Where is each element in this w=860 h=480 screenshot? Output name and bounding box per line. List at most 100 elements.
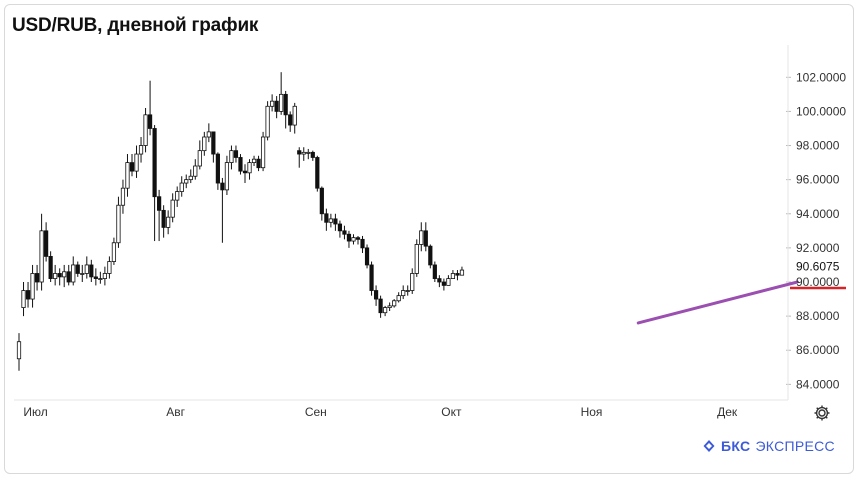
candle-body [202, 136, 207, 152]
candle [297, 147, 302, 168]
candle [102, 266, 107, 286]
candle [16, 333, 22, 371]
candle [378, 295, 383, 318]
candle [455, 270, 460, 281]
candle-body [170, 199, 175, 218]
candle [147, 80, 153, 136]
overlays: 90.6075 [636, 260, 846, 325]
candle-body [265, 105, 270, 138]
candle [129, 154, 135, 177]
candle-body [360, 238, 365, 249]
candle [134, 145, 139, 178]
candle-body [319, 187, 324, 215]
candle-body [238, 157, 243, 172]
brand-name-bold: БКС [721, 438, 751, 454]
candle-body [459, 269, 465, 276]
candle-body [53, 273, 58, 279]
candle [193, 159, 198, 180]
candle [89, 259, 94, 282]
candle [283, 90, 288, 129]
candle [410, 268, 415, 294]
candle [392, 299, 397, 308]
candle-body [419, 230, 424, 245]
chart-frame [4, 4, 854, 474]
candle [446, 275, 451, 286]
candle [301, 147, 306, 161]
candle [419, 222, 424, 252]
candle-body [423, 230, 428, 247]
candle [369, 261, 374, 296]
y-tick-label: 84.0000 [796, 377, 840, 391]
candle [166, 210, 171, 235]
x-axis: Июл Авг Сен Окт Ноя Дек [23, 405, 738, 419]
candle [459, 266, 465, 276]
candle [265, 101, 270, 141]
candle [48, 251, 53, 282]
candle [405, 285, 410, 296]
candle-body [432, 264, 437, 279]
candle [197, 140, 202, 170]
x-tick-label: Июл [23, 405, 47, 419]
candle [125, 154, 130, 197]
candle-body [147, 114, 153, 129]
candle-body [247, 162, 252, 174]
candle-body [310, 151, 315, 158]
candle-body [260, 136, 266, 169]
candle-body [125, 162, 130, 189]
candle [170, 193, 175, 223]
candle [84, 256, 89, 279]
candle-body [39, 230, 44, 283]
x-tick-label: Ноя [581, 405, 603, 419]
candle-body [179, 182, 184, 192]
candle-body [251, 158, 257, 163]
candle [44, 222, 49, 262]
candle-body [30, 273, 35, 300]
candle-body [301, 151, 306, 155]
candle [337, 220, 343, 238]
candle [450, 270, 456, 279]
y-tick-label: 90.0000 [796, 275, 840, 289]
candle-body [34, 273, 40, 283]
candle-body [102, 273, 107, 279]
candle [184, 174, 189, 189]
candle-body [446, 278, 451, 286]
candle [423, 222, 428, 252]
y-tick-label: 100.0000 [796, 104, 846, 118]
candle-body [242, 170, 248, 174]
candle [143, 108, 148, 153]
brand-logo-icon [703, 440, 715, 452]
candle-body [337, 223, 343, 232]
candle [270, 94, 275, 112]
candle-body [75, 264, 80, 274]
candle-body [206, 131, 211, 138]
candle-body [84, 264, 89, 274]
candle-body [333, 218, 338, 225]
candle [233, 145, 239, 163]
candle-body [428, 245, 433, 266]
candle [80, 264, 85, 282]
y-tick-label: 98.0000 [796, 139, 840, 153]
y-tick-label: 92.0000 [796, 241, 840, 255]
candles [16, 72, 465, 371]
candle [116, 196, 121, 248]
candle [21, 282, 26, 317]
candle [107, 256, 112, 279]
candle-body [297, 150, 302, 155]
candle-body [134, 153, 139, 172]
candle [30, 264, 35, 308]
candle [319, 186, 324, 221]
candle-body [274, 100, 279, 112]
candle-body [270, 100, 275, 107]
candle [432, 261, 437, 282]
candle [62, 264, 67, 288]
candle [25, 282, 31, 308]
support-trendline [636, 280, 799, 325]
candle-body [98, 278, 103, 280]
candle-body [383, 307, 388, 314]
candle [364, 244, 370, 269]
settings-gear-icon[interactable] [812, 403, 832, 423]
candle-body [175, 191, 180, 201]
candle [346, 230, 352, 248]
candle [355, 235, 361, 245]
